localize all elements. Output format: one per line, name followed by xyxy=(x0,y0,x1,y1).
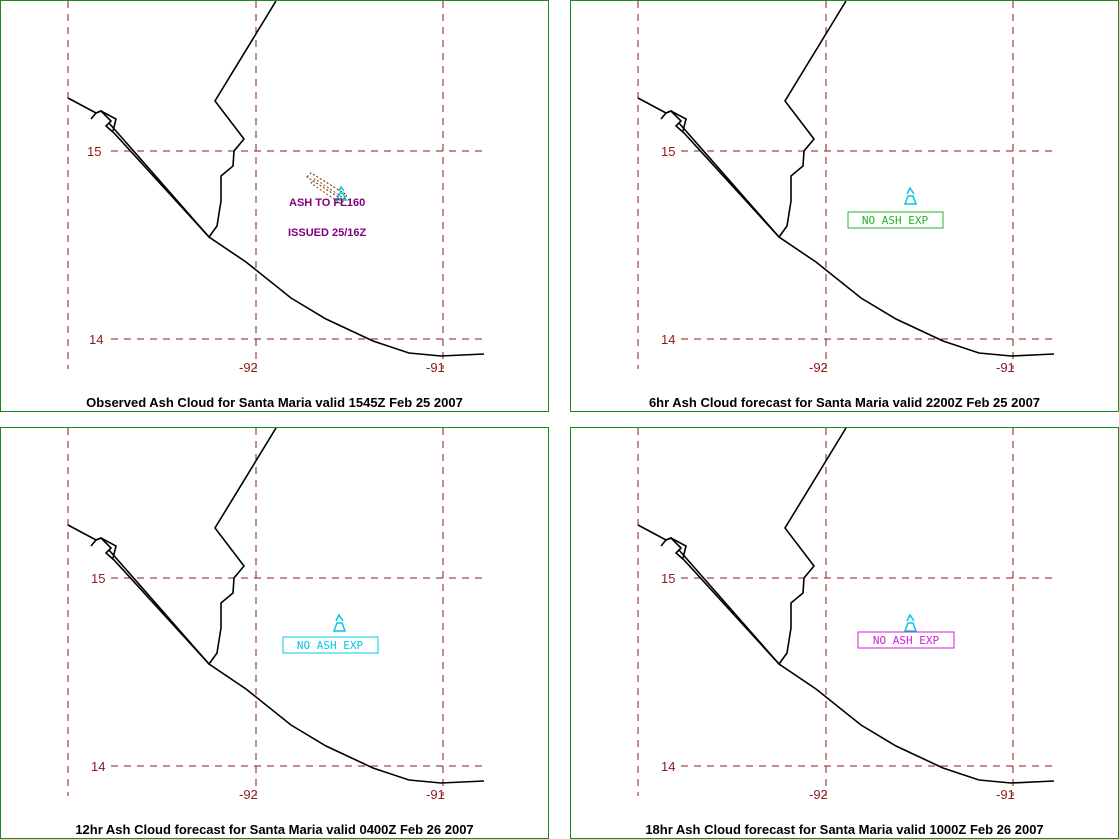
no-ash-box xyxy=(857,631,955,649)
map-panel-18hr: 15 14 -92 -91 NO ASH EXP 18hr Ash Cloud … xyxy=(570,427,1119,839)
grid-lines xyxy=(637,1,1054,369)
lat-label-15: 15 xyxy=(661,571,675,586)
coastline xyxy=(637,428,1055,784)
lat-label-14: 14 xyxy=(89,332,103,347)
map-canvas: 15 14 -92 -91 ASH TO FL160 ISSUED 25/16Z xyxy=(67,1,485,375)
no-ash-box xyxy=(282,636,379,654)
grid-lines xyxy=(637,428,1054,796)
lon-label-91: -91 xyxy=(426,787,445,802)
coastline xyxy=(637,1,1055,357)
coastline xyxy=(67,1,485,357)
panel-caption: 12hr Ash Cloud forecast for Santa Maria … xyxy=(75,822,474,837)
lat-label-14: 14 xyxy=(661,759,675,774)
no-ash-box xyxy=(847,211,944,229)
volcano-icon xyxy=(903,186,918,205)
map-canvas: 15 14 -92 -91 NO ASH EXP xyxy=(637,428,1055,802)
lat-label-14: 14 xyxy=(91,759,105,774)
lon-label-91: -91 xyxy=(996,787,1015,802)
map-panel-6hr: 15 14 -92 -91 NO ASH EXP 6hr Ash Cloud f… xyxy=(570,0,1119,412)
lon-label-91: -91 xyxy=(426,360,445,375)
grid-lines xyxy=(67,1,484,369)
volcano-icon xyxy=(332,613,347,632)
lon-label-92: -92 xyxy=(239,360,258,375)
issued-label: ISSUED 25/16Z xyxy=(288,227,367,239)
panel-caption: 18hr Ash Cloud forecast for Santa Maria … xyxy=(645,822,1044,837)
lat-label-15: 15 xyxy=(87,144,101,159)
no-ash-label: NO ASH EXP xyxy=(873,634,940,647)
map-canvas: 15 14 -92 -91 NO ASH EXP xyxy=(637,1,1055,375)
lon-label-92: -92 xyxy=(239,787,258,802)
grid-lines xyxy=(67,428,484,796)
lat-label-15: 15 xyxy=(91,571,105,586)
lon-label-92: -92 xyxy=(809,360,828,375)
no-ash-label: NO ASH EXP xyxy=(862,214,929,227)
ash-height-label: ASH TO FL160 xyxy=(289,197,365,209)
volcano-icon xyxy=(335,185,348,201)
lat-label-14: 14 xyxy=(661,332,675,347)
panel-caption: 6hr Ash Cloud forecast for Santa Maria v… xyxy=(648,395,1041,410)
coastline xyxy=(67,428,485,784)
lon-label-92: -92 xyxy=(809,787,828,802)
map-canvas: 15 14 -92 -91 NO ASH EXP xyxy=(67,428,485,802)
volcano-icon xyxy=(903,613,918,632)
lat-label-15: 15 xyxy=(661,144,675,159)
panel-caption: Observed Ash Cloud for Santa Maria valid… xyxy=(86,395,463,410)
map-panel-12hr: 15 14 -92 -91 NO ASH EXP 12hr Ash Cloud … xyxy=(0,427,549,839)
map-panel-observed: 15 14 -92 -91 ASH TO FL160 ISSUED 25/16Z… xyxy=(0,0,549,412)
no-ash-label: NO ASH EXP xyxy=(297,639,364,652)
lon-label-91: -91 xyxy=(996,360,1015,375)
